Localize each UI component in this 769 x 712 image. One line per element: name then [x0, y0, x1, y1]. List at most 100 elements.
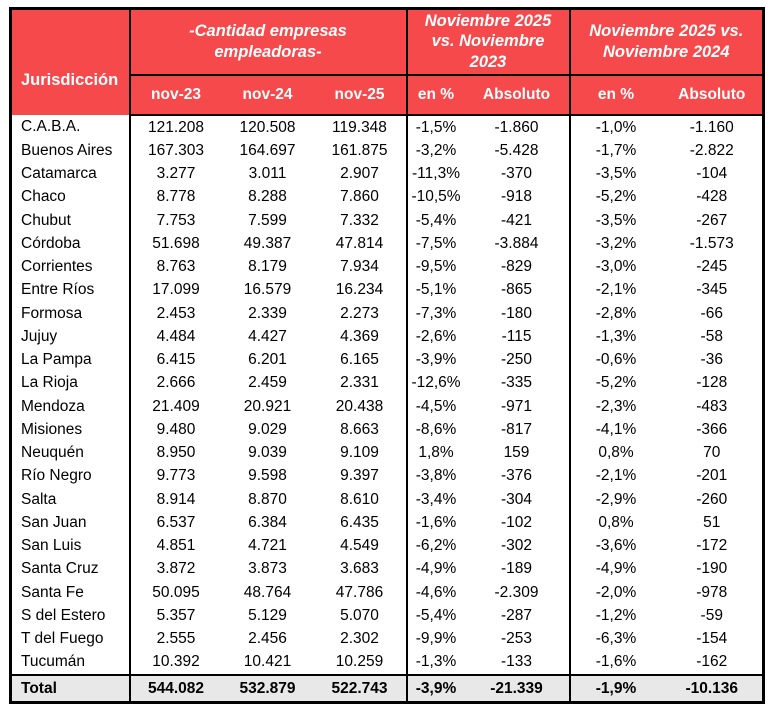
cell-nov-24: 3.873: [248, 560, 287, 578]
cell-abs-2024: -245: [696, 258, 728, 275]
jurisdiction-cell: Córdoba: [21, 234, 81, 252]
cell-nov-25: 8.610: [340, 490, 379, 508]
subheader-nov-23: nov-23: [128, 73, 222, 116]
cell-pct-2023: -12,6%: [405, 371, 465, 395]
header-group-cantidad-empresas: -Cantidad empresas empleadoras-: [128, 8, 407, 75]
cell-abs-2024: -366: [696, 420, 728, 438]
cell-nov-25: 6.165: [340, 351, 379, 368]
cell-nov-23: 167.303: [128, 138, 222, 162]
table-row: T del Fuego 2.555 2.456 2.302 -9,9% -253…: [11, 627, 764, 651]
cell-nov-23: 9.773: [128, 464, 222, 488]
cell-pct-2024: -3,6%: [568, 534, 662, 558]
cell-nov-23: 9.480: [128, 417, 222, 441]
cell-pct-2023: -7,5%: [405, 231, 465, 255]
cell-nov-23: 8.914: [128, 487, 222, 511]
cell-abs-2024: 51: [703, 513, 721, 531]
table-row: Mendoza 21.409 20.921 20.438 -4,5% -971 …: [11, 394, 764, 418]
header-group-cantidad-empresas-label: -Cantidad empresas empleadoras-: [189, 21, 347, 61]
cell-pct-2023: -5,1%: [405, 278, 465, 302]
table-row: Misiones 9.480 9.029 8.663 -8,6% -817 -4…: [11, 417, 764, 441]
table-row: La Pampa 6.415 6.201 6.165 -3,9% -250 -0…: [11, 348, 764, 372]
table-row: San Juan 6.537 6.384 6.435 -1,6% -102 0,…: [11, 510, 764, 534]
cell-nov-25: 9.109: [340, 444, 379, 461]
cell-pct-2023: -9,5%: [405, 255, 465, 279]
cell-pct-2023: -4,6%: [405, 580, 465, 604]
cell-nov-24: 20.921: [243, 397, 292, 415]
table-row: C.A.B.A. 121.208 120.508 119.348 -1,5% -…: [11, 114, 764, 139]
cell-nov-25: 4.549: [340, 537, 379, 554]
cell-pct-2023: -4,5%: [405, 394, 465, 418]
cell-nov-25: 2.273: [340, 304, 379, 322]
header-group-nov2025-vs-nov2023: Noviembre 2025 vs. Noviembre 2023: [405, 8, 570, 75]
cell-pct-2023: 1,8%: [405, 441, 465, 465]
cell-nov-23: 8.950: [128, 441, 222, 465]
cell-nov-25: 10.259: [335, 653, 384, 671]
cell-nov-25: 4.369: [340, 327, 379, 345]
cell-pct-2024: -6,3%: [568, 627, 662, 651]
cell-nov-23: 4.851: [128, 534, 222, 558]
jurisdiction-cell: Salta: [21, 490, 57, 508]
cell-abs-2023: -335: [500, 374, 533, 392]
table-row: S del Estero 5.357 5.129 5.070 -5,4% -28…: [11, 603, 764, 627]
cell-abs-2023: -971: [500, 397, 533, 415]
jurisdiction-cell: Misiones: [21, 420, 83, 438]
cell-pct-2024: -1,7%: [568, 138, 662, 162]
cell-nov-23: 2.666: [128, 371, 222, 395]
cell-abs-2023: -829: [500, 258, 533, 275]
cell-abs-2024: -345: [696, 281, 728, 299]
cell-pct-2024: -5,2%: [568, 185, 662, 209]
cell-pct-2023: -4,9%: [405, 557, 465, 581]
jurisdiction-cell: Catamarca: [21, 165, 97, 182]
cell-nov-23: 10.392: [128, 650, 222, 675]
subheader-pct-2024: en %: [568, 73, 662, 116]
cell-nov-23: 121.208: [128, 114, 222, 139]
cell-nov-25: 6.435: [340, 513, 379, 531]
cell-abs-2024: -2.822: [689, 141, 734, 159]
cell-abs-2023: -304: [500, 490, 533, 508]
cell-nov-23: 3.277: [128, 162, 222, 186]
table-body: C.A.B.A. 121.208 120.508 119.348 -1,5% -…: [11, 114, 764, 675]
jurisdiction-cell: Formosa: [21, 304, 83, 322]
table-row: Córdoba 51.698 49.387 47.814 -7,5% -3.88…: [11, 231, 764, 255]
total-abs-2023: -21.339: [464, 673, 570, 702]
cell-nov-24: 16.579: [243, 281, 292, 299]
jurisdiction-cell: Corrientes: [21, 258, 93, 275]
total-nov-23: 544.082: [128, 673, 222, 702]
table-row: Catamarca 3.277 3.011 2.907 -11,3% -370 …: [11, 162, 764, 186]
cell-pct-2024: -2,0%: [568, 580, 662, 604]
jurisdiction-cell: Santa Fe: [21, 583, 84, 601]
cell-nov-24: 3.011: [248, 165, 287, 182]
cell-abs-2023: -370: [500, 165, 533, 182]
cell-abs-2024: -428: [696, 188, 728, 206]
cell-pct-2024: -2,3%: [568, 394, 662, 418]
cell-pct-2023: -8,6%: [405, 417, 465, 441]
cell-abs-2023: -3.884: [494, 234, 539, 252]
cell-nov-23: 4.484: [128, 324, 222, 348]
group-header-row: Jurisdicción -Cantidad empresas empleado…: [10, 8, 764, 115]
cell-nov-24: 120.508: [239, 118, 296, 136]
cell-pct-2024: 0,8%: [568, 441, 662, 465]
cell-nov-24: 48.764: [243, 583, 292, 601]
cell-nov-25: 161.875: [331, 141, 388, 159]
cell-abs-2023: -287: [500, 606, 533, 624]
total-pct-2023: -3,9%: [405, 673, 465, 702]
cell-nov-24: 164.697: [239, 141, 296, 159]
cell-pct-2023: -11,3%: [405, 162, 465, 186]
cell-abs-2023: -253: [500, 630, 533, 647]
cell-pct-2024: -4,1%: [568, 417, 662, 441]
header-group-nov2025-vs-nov2024-label: Noviembre 2025 vs. Noviembre 2024: [589, 21, 744, 61]
cell-nov-24: 5.129: [248, 606, 287, 624]
table-row: La Rioja 2.666 2.459 2.331 -12,6% -335 -…: [11, 371, 764, 395]
jurisdiction-cell: T del Fuego: [21, 630, 104, 647]
cell-nov-24: 6.384: [248, 513, 287, 531]
cell-pct-2024: -3,5%: [568, 208, 662, 232]
table-row: Tucumán 10.392 10.421 10.259 -1,3% -133 …: [11, 650, 764, 675]
jurisdiction-cell: Entre Ríos: [21, 281, 95, 299]
cell-abs-2023: -1.860: [494, 118, 539, 136]
cell-nov-25: 2.907: [340, 165, 379, 182]
cell-nov-23: 2.555: [128, 627, 222, 651]
cell-nov-25: 2.302: [340, 630, 379, 647]
cell-abs-2023: -302: [500, 537, 533, 554]
cell-nov-24: 8.288: [248, 188, 287, 206]
cell-pct-2024: -0,6%: [568, 348, 662, 372]
